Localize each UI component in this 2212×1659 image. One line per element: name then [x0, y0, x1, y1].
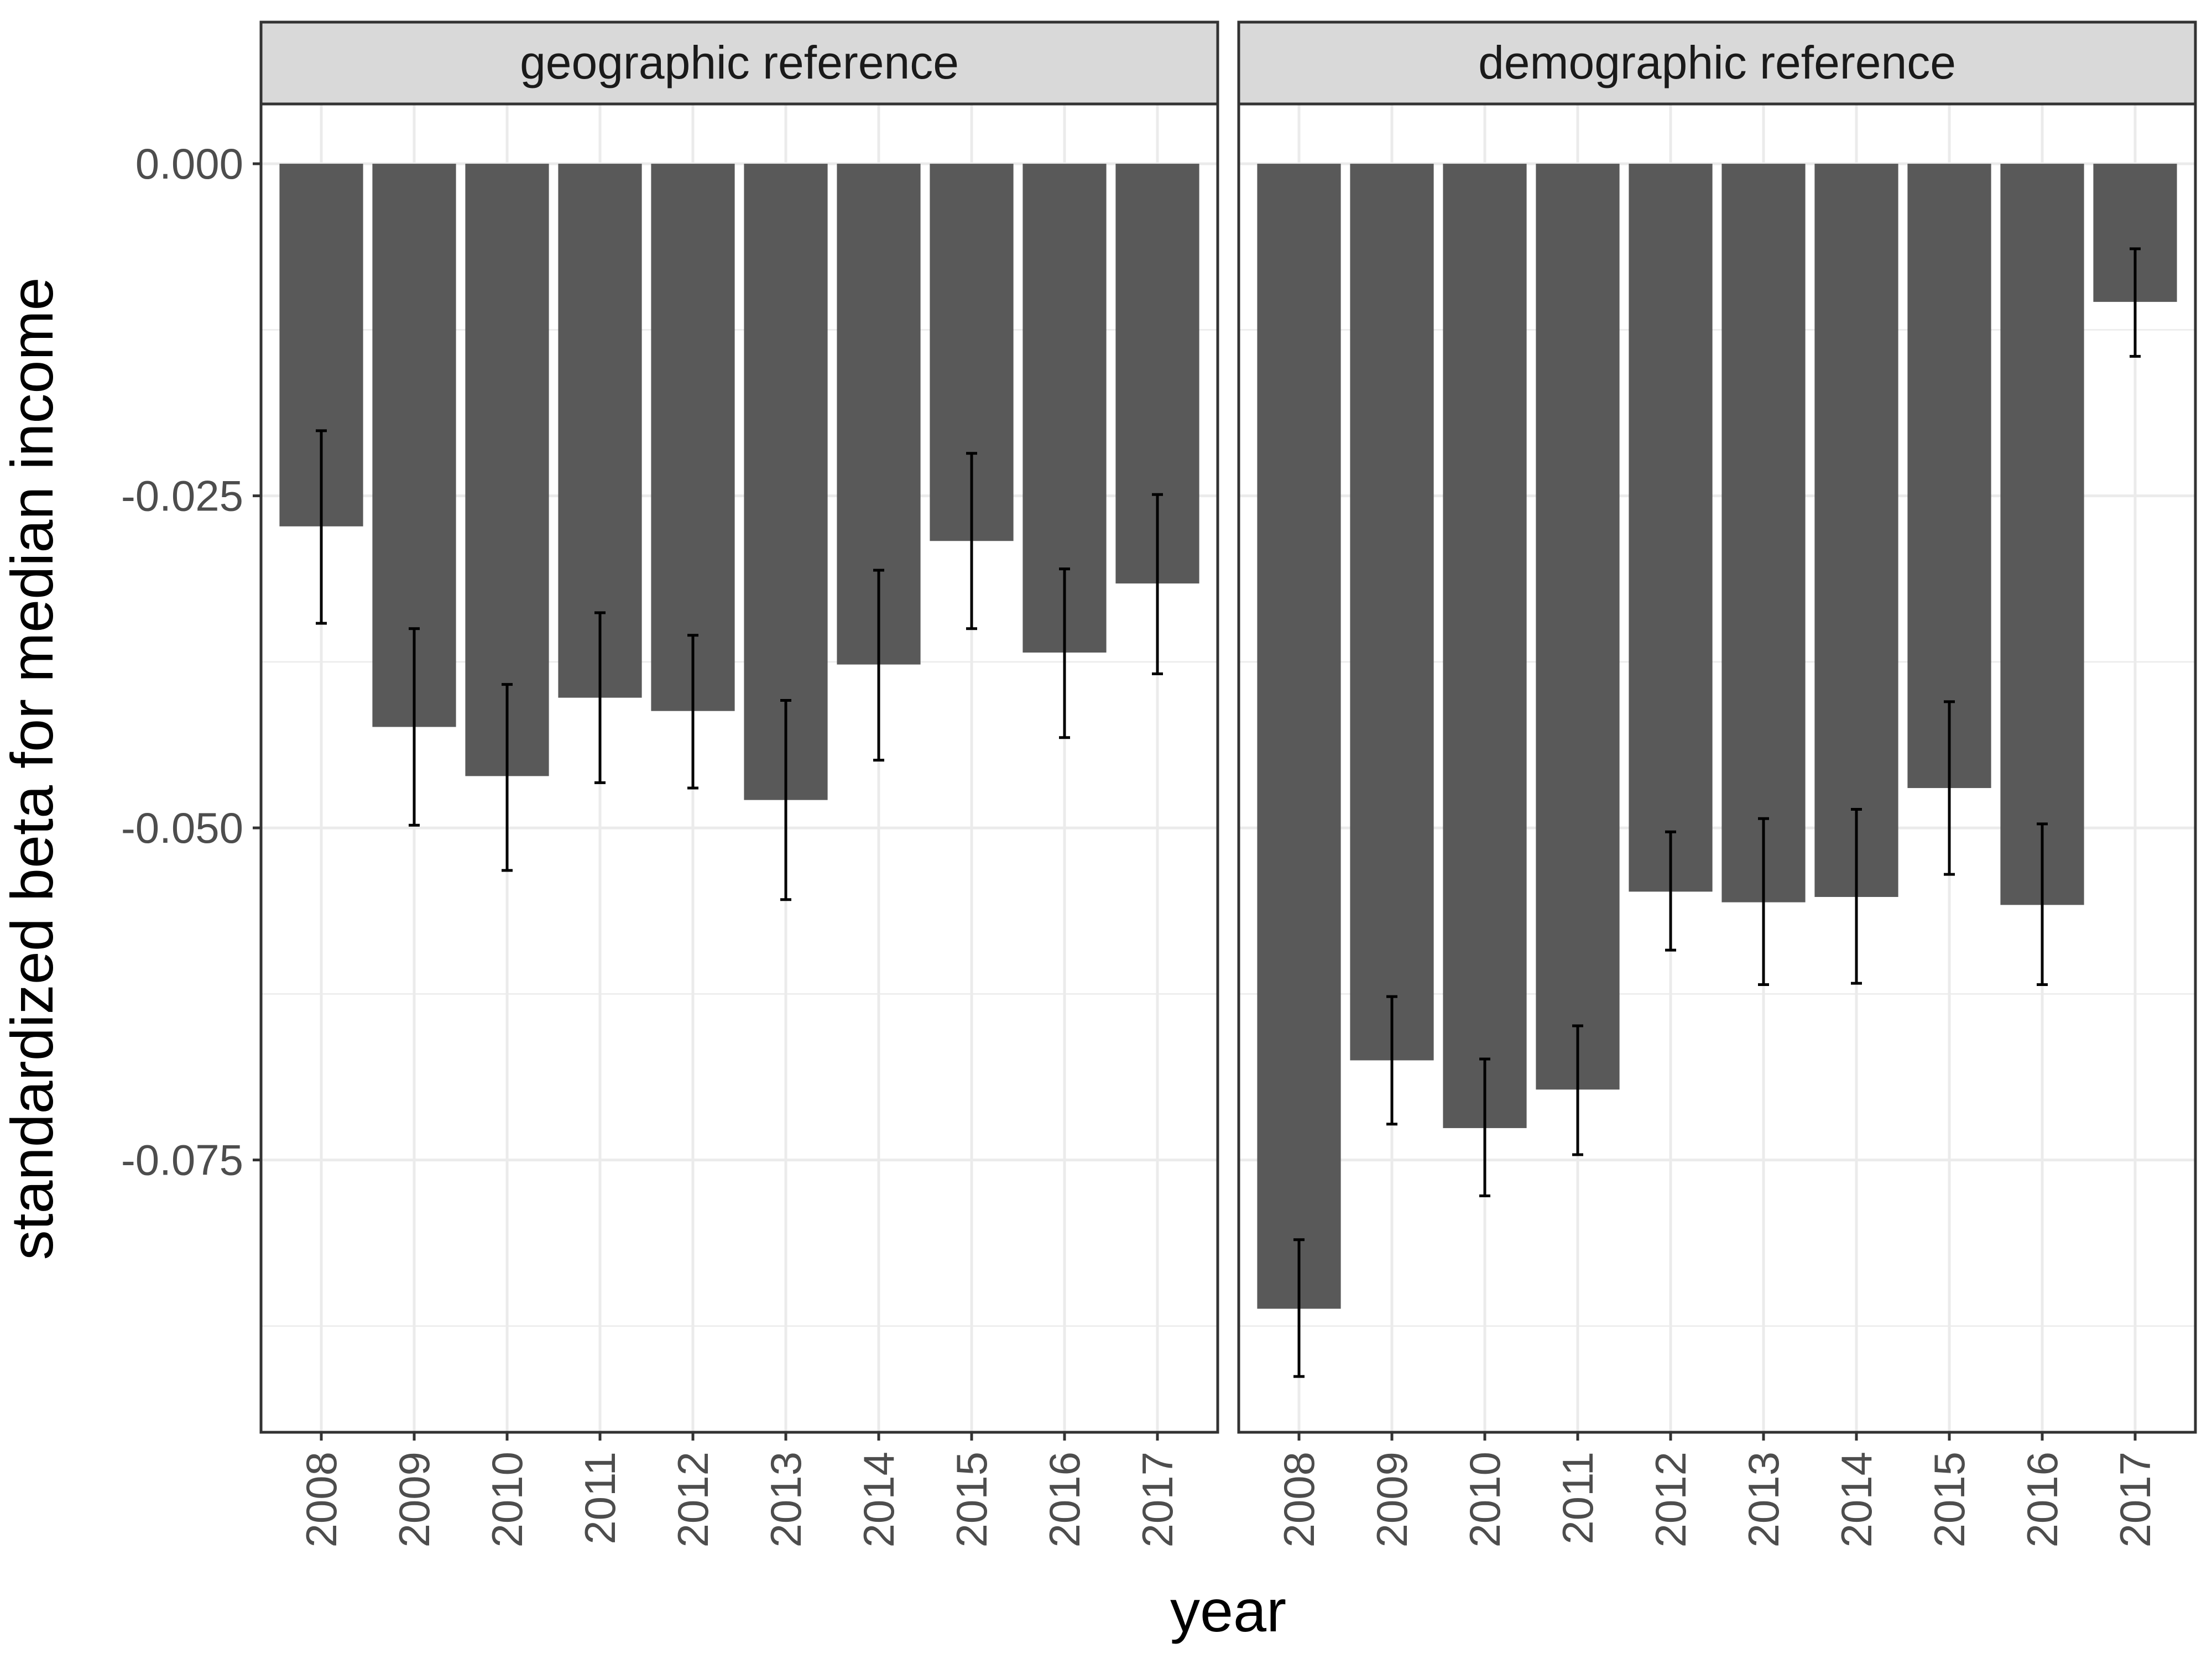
y-tick-label: -0.025	[121, 472, 243, 520]
strip-label: demographic reference	[1478, 36, 1956, 88]
panel-border	[1237, 102, 2197, 1434]
y-tick-label: -0.075	[121, 1136, 243, 1185]
panel-demographic: demographic reference	[1237, 20, 2197, 1434]
bar	[1536, 164, 1620, 1090]
bar	[465, 164, 549, 776]
panel-geographic: geographic reference	[259, 20, 1219, 1434]
y-axis-title: standardized beta for median income	[0, 277, 65, 1260]
x-tick-label: 2010	[483, 1452, 531, 1548]
bar	[1443, 164, 1527, 1128]
x-tick-label: 2014	[1832, 1452, 1881, 1548]
x-tick-label: 2013	[761, 1452, 810, 1548]
x-tick-label: 2015	[947, 1452, 996, 1548]
bar	[1814, 164, 1898, 897]
x-tick-label: 2017	[1133, 1452, 1182, 1548]
bar	[1350, 164, 1434, 1061]
x-tick-label: 2011	[576, 1452, 624, 1545]
strip-label: geographic reference	[520, 36, 959, 88]
x-tick-label: 2012	[669, 1452, 717, 1548]
bar	[744, 164, 828, 800]
bar	[1907, 164, 1991, 789]
strip-background	[1237, 20, 2197, 106]
x-axis-title: year	[1170, 1577, 1286, 1644]
bar	[1721, 164, 1806, 902]
plot-area	[261, 104, 1218, 1432]
x-tick-label: 2014	[854, 1452, 903, 1548]
y-axis: 0.000 -0.025 -0.050 -0.075	[121, 139, 261, 1185]
panel-border	[259, 102, 1219, 1434]
x-tick-label: 2009	[390, 1452, 439, 1548]
x-tick-label: 2008	[297, 1452, 346, 1548]
y-tick-label: -0.050	[121, 804, 243, 852]
x-tick-label: 2009	[1368, 1452, 1416, 1548]
x-tick-label: 2013	[1739, 1452, 1788, 1548]
x-tick-label: 2011	[1553, 1452, 1602, 1545]
strip-background	[259, 20, 1219, 106]
x-axis: 2008 2009 2010 2011 2012 2013 2014 2015 2016 2017…	[297, 1432, 2159, 1548]
y-tick-label: 0.000	[135, 139, 243, 188]
bar	[558, 164, 642, 698]
plot-area	[1239, 104, 2195, 1432]
bar	[1629, 164, 1713, 892]
x-tick-label: 2015	[1925, 1452, 1974, 1548]
x-tick-label: 2017	[2111, 1452, 2159, 1548]
x-tick-label: 2012	[1646, 1452, 1695, 1548]
bar	[651, 164, 735, 711]
bar	[1257, 164, 1341, 1309]
x-tick-label: 2016	[2018, 1452, 2067, 1548]
bar	[2000, 164, 2084, 905]
x-tick-label: 2016	[1040, 1452, 1089, 1548]
x-tick-label: 2010	[1460, 1452, 1509, 1548]
x-tick-label: 2008	[1275, 1452, 1323, 1548]
